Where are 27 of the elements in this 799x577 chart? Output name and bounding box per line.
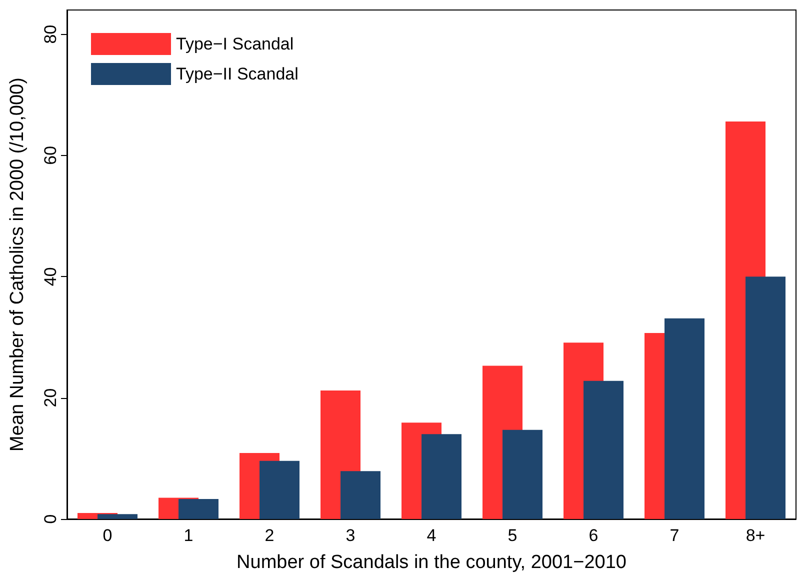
bar xyxy=(340,471,380,519)
y-tick-label: 60 xyxy=(41,146,60,165)
x-tick-label: 2 xyxy=(264,526,274,545)
bar xyxy=(584,380,624,519)
y-tick-label: 80 xyxy=(41,24,60,44)
x-tick-label: 6 xyxy=(588,526,598,545)
x-tick-label: 0 xyxy=(102,526,112,545)
x-axis-title: Number of Scandals in the county, 2001−2010 xyxy=(236,552,626,573)
x-tick-label: 7 xyxy=(670,526,680,545)
bar xyxy=(98,514,138,519)
legend-label: Type−II Scandal xyxy=(176,64,298,84)
x-tick-label: 5 xyxy=(508,526,518,545)
y-axis-title: Mean Number of Catholics in 2000 (/10,000) xyxy=(7,78,28,452)
legend-label: Type−I Scandal xyxy=(176,34,294,54)
y-tick-label: 0 xyxy=(41,514,60,524)
bar xyxy=(746,276,786,519)
y-tick-label: 20 xyxy=(41,388,60,408)
bar xyxy=(664,318,704,519)
x-tick-label: 8+ xyxy=(746,526,766,545)
x-tick-label: 3 xyxy=(346,526,356,545)
bar xyxy=(260,460,300,519)
bar xyxy=(422,434,462,519)
x-tick-label: 1 xyxy=(184,526,194,545)
bar xyxy=(178,499,218,519)
x-tick-label: 4 xyxy=(426,526,436,545)
bar xyxy=(502,430,542,519)
y-tick-label: 40 xyxy=(41,267,60,286)
